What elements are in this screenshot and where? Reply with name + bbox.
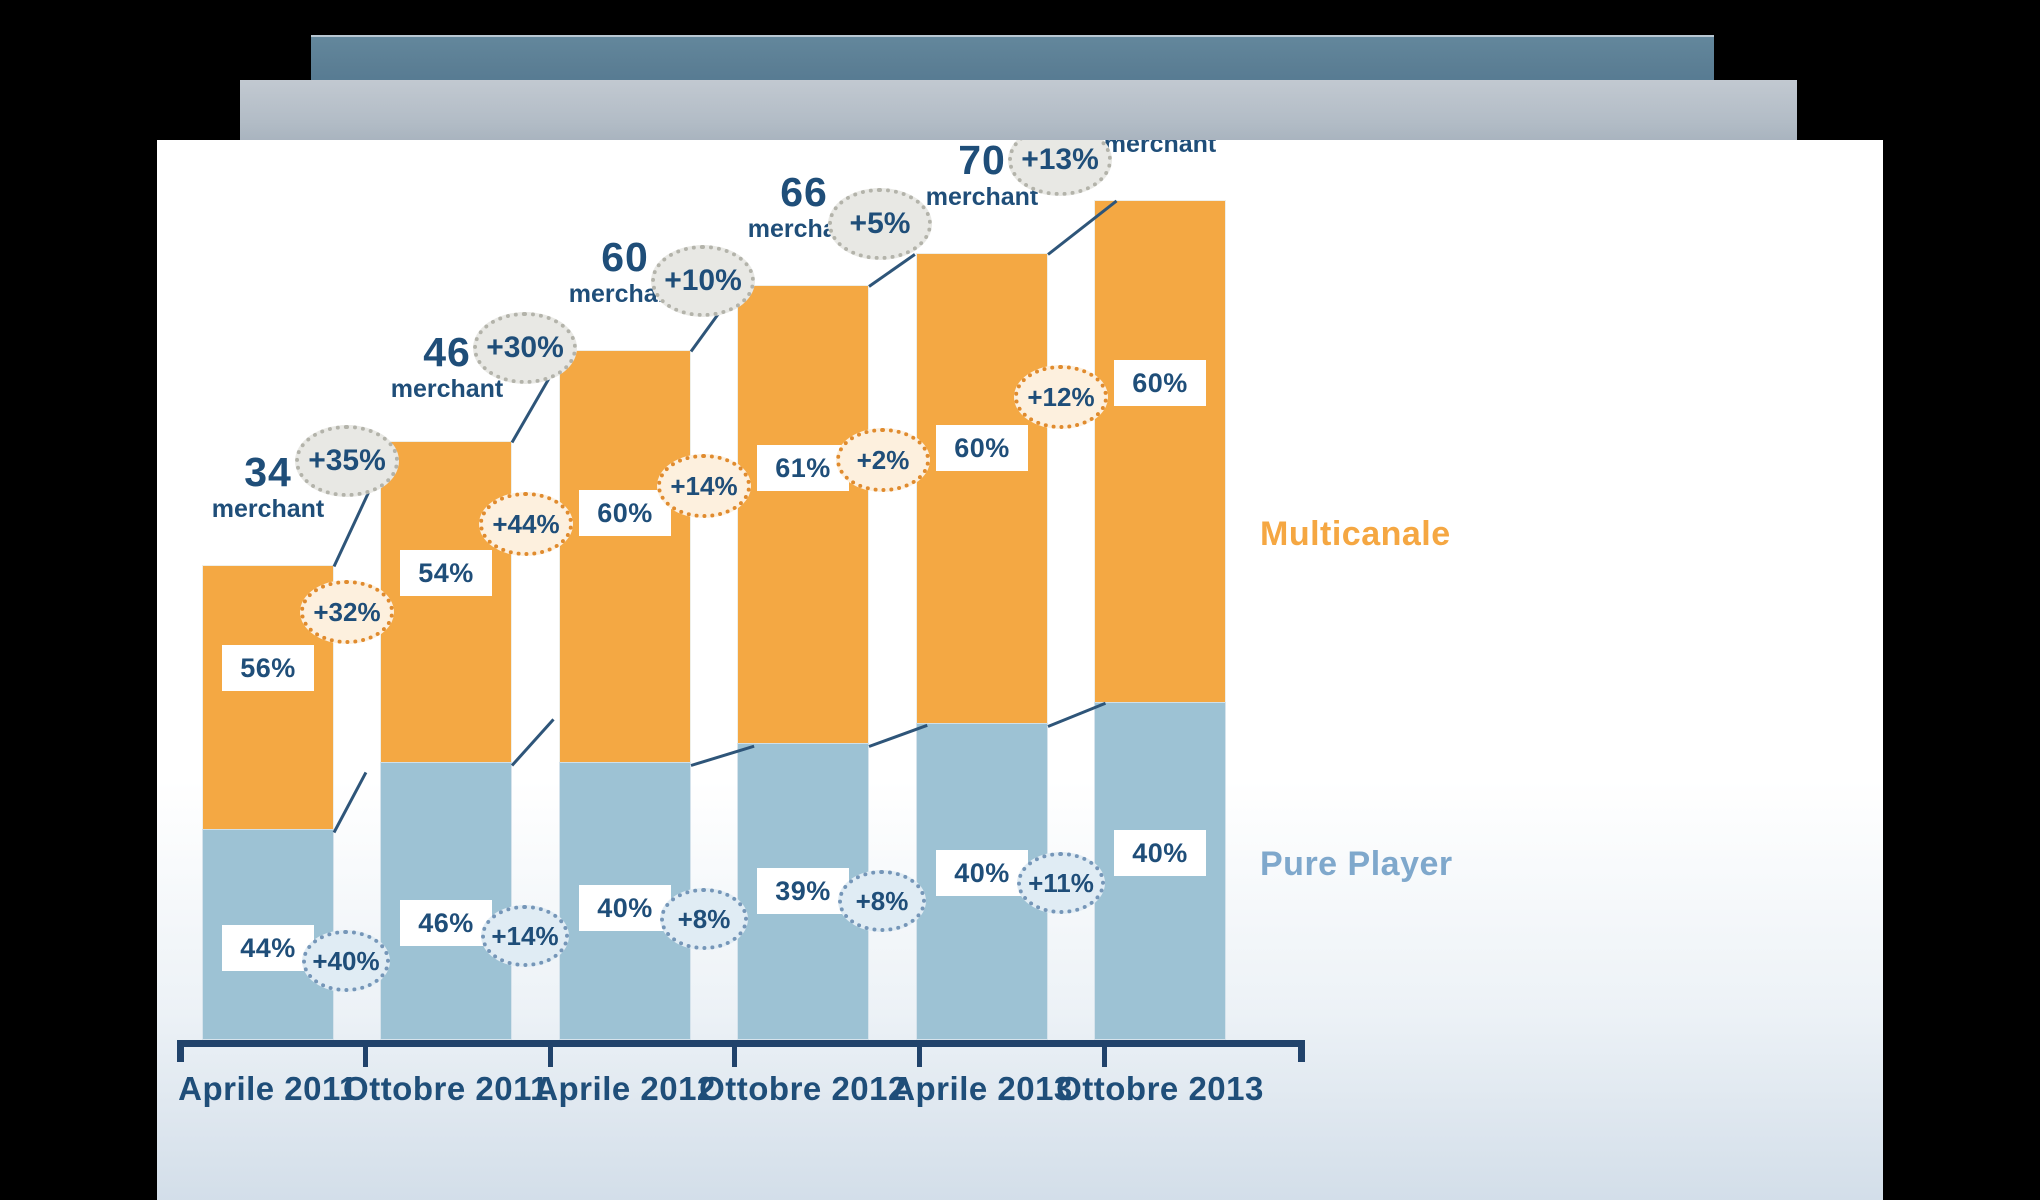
x-axis-label-aprile-2011: Aprile 2011 [178,1070,358,1107]
value-chip-multicanale-ottobre-2011: 54% [400,550,492,596]
x-axis-label-ottobre-2013: Ottobre 2013 [1056,1070,1264,1107]
total-unit: merchant [390,375,504,403]
growth-bubble-total-2011apr-to-2011ott: +35% [295,425,399,497]
total-value: 34 [244,449,292,495]
x-axis-label-aprile-2013: Aprile 2013 [891,1070,1073,1107]
growth-bubble-pure-player-2011ott-to-2012apr: +14% [481,905,569,967]
x-axis-tick [732,1047,737,1067]
chart-card: 34 merchant 46 merchant 60 merchant 66 m… [157,140,1883,1200]
value-chip-pure-player-ottobre-2011: 46% [400,900,492,946]
x-axis-label-ottobre-2011: Ottobre 2011 [343,1070,549,1107]
total-value: 66 [780,169,828,215]
bar-segment-multicanale[interactable] [916,253,1048,726]
growth-bubble-total-2011ott-to-2012apr: +30% [473,312,577,384]
value-chip-multicanale-aprile-2013: 60% [936,425,1028,471]
x-axis-cap-right [1298,1040,1305,1062]
total-value: 46 [423,329,471,375]
value-chip-pure-player-aprile-2011: 44% [222,925,314,971]
legend-label-multicanale: Multicanale [1260,515,1451,553]
total-label-aprile-2011: 34 merchant [173,450,363,524]
growth-bubble-multicanale-2013apr-to-2013ott: +12% [1014,365,1108,429]
connector-split-1-2 [332,771,368,834]
growth-bubble-total-2012apr-to-2012ott: +10% [651,245,755,317]
total-label-aprile-2013: 70 merchant [887,140,1077,212]
growth-bubble-pure-player-2013apr-to-2013ott: +11% [1017,852,1105,914]
value-chip-multicanale-aprile-2011: 56% [222,645,314,691]
x-axis-tick [363,1047,368,1067]
total-label-ottobre-2013: 79 merchant [1065,140,1255,159]
x-axis-label-aprile-2012: Aprile 2012 [534,1070,716,1107]
value-chip-multicanale-aprile-2012: 60% [579,490,671,536]
bar-segment-multicanale[interactable] [380,441,512,765]
bar-ottobre-2012[interactable] [737,285,869,1040]
value-chip-pure-player-aprile-2012: 40% [579,885,671,931]
value-chip-pure-player-ottobre-2013: 40% [1114,830,1206,876]
value-chip-multicanale-ottobre-2012: 61% [757,445,849,491]
x-axis-tick [917,1047,922,1067]
bar-segment-multicanale[interactable] [1094,200,1226,705]
stacked-bar-chart: 34 merchant 46 merchant 60 merchant 66 m… [157,140,1883,1200]
growth-bubble-total-2013apr-to-2013ott: +13% [1008,140,1112,196]
growth-bubble-total-2012ott-to-2013apr: +5% [828,188,932,260]
bar-aprile-2013[interactable] [916,253,1048,1040]
x-axis-tick [548,1047,553,1067]
growth-bubble-pure-player-2011apr-to-2011ott: +40% [302,930,390,992]
bar-segment-multicanale[interactable] [559,350,691,765]
growth-bubble-pure-player-2012ott-to-2013apr: +8% [838,870,926,932]
total-value: 60 [601,234,649,280]
total-unit: merchant [925,183,1039,211]
growth-bubble-multicanale-2011apr-to-2011ott: +32% [300,580,394,644]
legend-label-pure-player: Pure Player [1260,845,1453,883]
total-value: 70 [958,140,1006,183]
x-axis-tick [1102,1047,1107,1067]
total-label-ottobre-2011: 46 merchant [352,330,542,404]
growth-bubble-multicanale-2012apr-to-2012ott: +14% [657,454,751,518]
growth-bubble-multicanale-2012ott-to-2013apr: +2% [836,428,930,492]
x-axis-line [177,1040,1305,1047]
value-chip-pure-player-ottobre-2012: 39% [757,868,849,914]
bar-segment-multicanale[interactable] [737,285,869,746]
bar-ottobre-2013[interactable] [1094,200,1226,1040]
total-unit: merchant [211,495,325,523]
x-axis-cap-left [177,1040,184,1062]
connector-split-2-3 [510,718,555,767]
value-chip-pure-player-aprile-2013: 40% [936,850,1028,896]
decorative-header-band-grey [240,80,1797,140]
total-unit: merchant [1103,140,1217,158]
x-axis-label-ottobre-2012: Ottobre 2012 [699,1070,907,1107]
growth-bubble-pure-player-2012apr-to-2012ott: +8% [660,888,748,950]
growth-bubble-multicanale-2011ott-to-2012apr: +44% [479,492,573,556]
value-chip-multicanale-ottobre-2013: 60% [1114,360,1206,406]
